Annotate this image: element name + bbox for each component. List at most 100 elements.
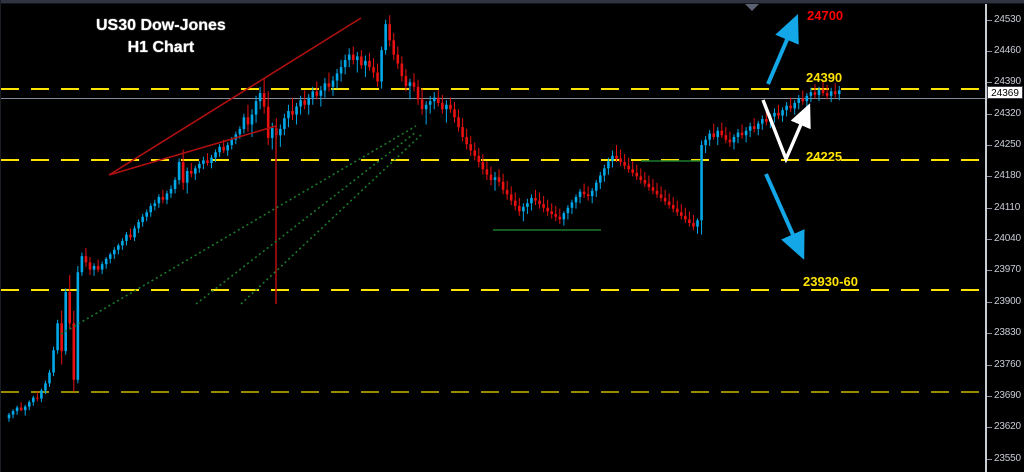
level-line-23930-60 xyxy=(1,289,985,291)
candle-body xyxy=(368,60,371,68)
candle-body xyxy=(833,91,837,95)
candle-body xyxy=(347,54,351,60)
forecast-arrows-layer xyxy=(761,14,811,260)
candle-body xyxy=(619,158,622,163)
candle-body xyxy=(781,110,784,116)
candle-body xyxy=(202,160,205,164)
candle-body xyxy=(586,194,590,197)
candle-body xyxy=(206,160,209,163)
chart-title: US30 Dow-Jones H1 Chart xyxy=(96,15,226,59)
candle-body xyxy=(125,234,128,241)
candle-body xyxy=(36,397,39,399)
candle-body xyxy=(744,130,748,136)
candle-body xyxy=(226,145,229,151)
candle-body xyxy=(736,132,740,138)
price-tick-label: 24110 xyxy=(994,201,1021,213)
candle-body xyxy=(100,264,104,270)
candle-body xyxy=(84,256,88,263)
candle-body xyxy=(437,97,440,103)
candle-body xyxy=(266,106,270,138)
candle-body xyxy=(631,169,634,173)
candle-body xyxy=(44,383,47,391)
candle-body xyxy=(92,265,96,270)
candle-body xyxy=(27,402,31,407)
candle-body xyxy=(60,323,63,352)
drawings-layer xyxy=(60,17,701,335)
candle-body xyxy=(493,177,497,181)
green-channel-upper-line xyxy=(60,125,417,335)
candle-body xyxy=(238,128,242,135)
candle-body xyxy=(137,222,140,229)
candle-body xyxy=(696,220,699,227)
candle-body xyxy=(671,205,675,209)
candle-body xyxy=(19,407,23,411)
candle-body xyxy=(550,211,553,215)
candle-body xyxy=(623,162,626,166)
candle-body xyxy=(392,40,396,55)
price-scale[interactable]: 24530 24460 24390 24320 24250 24180 24110 24040… xyxy=(985,4,1024,472)
candle-body xyxy=(534,197,537,201)
price-tick xyxy=(987,51,992,53)
candle-body xyxy=(250,114,254,125)
price-tick xyxy=(987,176,992,178)
candle-body xyxy=(376,72,379,82)
candle-body xyxy=(311,91,315,98)
window-left-border xyxy=(0,0,1,472)
candle-body xyxy=(542,204,545,208)
candle-body xyxy=(258,93,262,102)
price-tick xyxy=(987,207,992,209)
candle-body xyxy=(627,165,630,170)
candle-body xyxy=(72,323,76,380)
price-tick xyxy=(987,239,992,241)
price-tick-label: 23970 xyxy=(994,264,1021,276)
candle-body xyxy=(594,182,598,191)
candle-body xyxy=(64,291,67,352)
label-support-zone: 23930-60 xyxy=(803,274,858,289)
candle-body xyxy=(424,104,428,110)
candle-body xyxy=(704,139,707,146)
candle-body xyxy=(356,56,359,60)
price-scale-axis xyxy=(985,4,987,472)
candle-body xyxy=(242,117,246,129)
candle-body xyxy=(194,168,197,174)
candle-body xyxy=(817,89,821,95)
candle-body xyxy=(222,146,225,151)
candle-body xyxy=(299,100,302,107)
candle-body xyxy=(688,219,691,223)
current-price-line xyxy=(1,98,985,99)
candle-body xyxy=(655,190,659,195)
price-tick xyxy=(987,364,992,366)
candle-body xyxy=(145,212,148,217)
candle-body xyxy=(647,183,651,188)
price-tick-label: 24250 xyxy=(994,139,1021,151)
green-channel-lower-line xyxy=(240,134,422,305)
candle-body xyxy=(428,101,432,105)
candle-body xyxy=(501,181,505,190)
candle-body xyxy=(663,197,667,202)
candle-body xyxy=(530,197,533,204)
candle-body xyxy=(441,102,444,110)
candle-body xyxy=(11,411,15,415)
candle-body xyxy=(659,194,663,198)
candle-body xyxy=(416,86,420,100)
candle-body xyxy=(88,262,92,270)
candle-body xyxy=(716,130,720,138)
candle-body xyxy=(360,56,363,66)
candle-body xyxy=(497,177,501,182)
candle-body xyxy=(270,128,274,138)
price-tick-label: 24320 xyxy=(994,107,1021,119)
price-plot-area[interactable]: 24700 24390 24225 23930-60 US30 Dow-Jone… xyxy=(1,4,985,472)
candle-body xyxy=(40,390,43,399)
candle-body xyxy=(566,207,570,214)
candle-body xyxy=(149,205,153,213)
candle-body xyxy=(404,76,408,86)
candle-body xyxy=(287,111,290,119)
candle-body xyxy=(777,112,780,116)
candle-body xyxy=(68,291,72,324)
candle-body xyxy=(157,197,161,204)
candle-body xyxy=(829,91,833,96)
candle-body xyxy=(279,128,282,136)
candle-body xyxy=(684,215,687,220)
candle-body xyxy=(724,135,728,140)
